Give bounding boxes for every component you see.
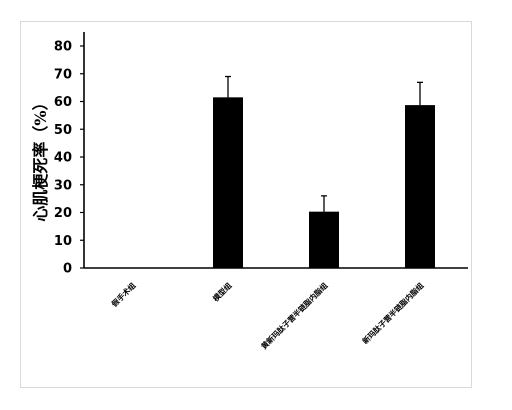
error-bars bbox=[225, 75, 423, 212]
y-tick-label: 80 bbox=[54, 40, 72, 55]
y-tick-label: 20 bbox=[54, 206, 72, 221]
y-tick-label: 70 bbox=[54, 67, 72, 82]
bar bbox=[309, 211, 339, 268]
bars bbox=[213, 97, 435, 269]
chart-frame bbox=[20, 21, 472, 388]
bar bbox=[213, 97, 243, 269]
x-tick-labels: 假手术组 模型组 黄新玛肽子营半链脂内脂组 新玛肽子营半链脂内脂组 bbox=[109, 280, 426, 351]
y-tick-label: 50 bbox=[54, 123, 72, 138]
y-tick-label: 30 bbox=[54, 178, 72, 193]
x-tick-label: 假手术组 bbox=[109, 280, 138, 309]
x-tick-label: 新玛肽子营半链脂内脂组 bbox=[360, 280, 426, 346]
y-tick-label: 10 bbox=[54, 234, 72, 249]
bar bbox=[405, 105, 435, 268]
y-ticks: 0 10 20 30 40 50 60 70 80 bbox=[54, 40, 84, 277]
y-tick-label: 60 bbox=[54, 95, 72, 110]
x-tick-label: 黄新玛肽子营半链脂内脂组 bbox=[259, 280, 330, 351]
y-tick-label: 40 bbox=[54, 151, 72, 166]
axes bbox=[83, 32, 468, 269]
x-tick-label: 模型组 bbox=[210, 280, 233, 303]
y-tick-label: 0 bbox=[63, 262, 72, 277]
y-axis-title: 心肌梗死率（%） bbox=[31, 94, 50, 221]
